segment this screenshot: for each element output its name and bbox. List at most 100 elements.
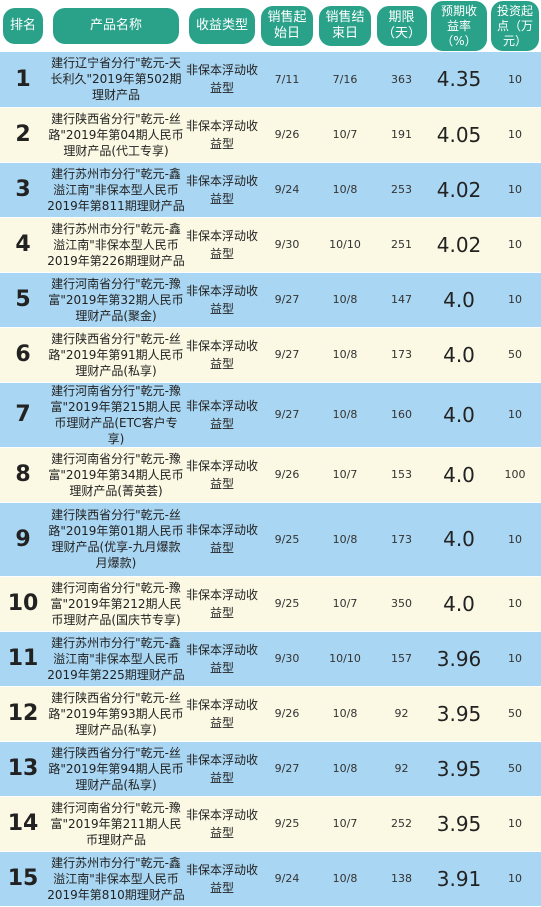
table-row: 3 建行苏州市分行"乾元-鑫溢江南"非保本型人民币2019年第811期理财产品 非保… [0,162,541,218]
cell-sale-start: 9/26 [258,686,316,742]
cell-expected-yield: 4.05 [429,107,489,163]
header-expected-yield: 预期收 益率 （%） [431,1,487,51]
header-product-name: 产品名称 [53,8,179,44]
cell-product-name: 建行苏州市分行"乾元-鑫溢江南"非保本型人民币2019年第810期理财产品 [46,851,186,907]
cell-yield-type: 非保本浮动收益型 [186,382,258,448]
cell-min-investment: 10 [489,107,541,163]
cell-rank: 14 [0,796,46,852]
cell-term: 153 [374,447,429,503]
cell-expected-yield: 4.0 [429,576,489,632]
table-body: 1 建行辽宁省分行"乾元-天长利久"2019年第502期理财产品 非保本浮动收益型 7… [0,52,541,907]
cell-min-investment: 10 [489,796,541,852]
cell-yield-type: 非保本浮动收益型 [186,576,258,632]
cell-sale-end: 10/7 [316,796,374,852]
cell-sale-end: 10/7 [316,576,374,632]
table-row: 12 建行陕西省分行"乾元-丝路"2019年第93期人民币理财产品(私享) 非保本浮… [0,686,541,742]
header-term: 期限 （天） [376,6,427,46]
cell-sale-end: 10/8 [316,162,374,218]
cell-sale-end: 10/10 [316,217,374,273]
header-yield-type: 收益类型 [189,8,255,44]
cell-min-investment: 10 [489,272,541,328]
cell-rank: 9 [0,502,46,577]
cell-expected-yield: 4.02 [429,217,489,273]
cell-sale-start: 9/24 [258,851,316,907]
cell-term: 350 [374,576,429,632]
cell-product-name: 建行苏州市分行"乾元-鑫溢江南"非保本型人民币2019年第225期理财产品 [46,631,186,687]
cell-term: 92 [374,741,429,797]
cell-min-investment: 100 [489,447,541,503]
cell-product-name: 建行陕西省分行"乾元-丝路"2019年第94期人民币理财产品(私享) [46,741,186,797]
header-sale-end: 销售结 束日 [319,6,371,46]
cell-rank: 6 [0,327,46,383]
cell-yield-type: 非保本浮动收益型 [186,107,258,163]
table-row: 9 建行陕西省分行"乾元-丝路"2019年第01期人民币理财产品(优享-九月爆款月… [0,502,541,577]
cell-rank: 15 [0,851,46,907]
cell-sale-start: 7/11 [258,52,316,108]
cell-sale-end: 10/8 [316,272,374,328]
cell-min-investment: 10 [489,217,541,273]
cell-rank: 5 [0,272,46,328]
table-row: 14 建行河南省分行"乾元-豫富"2019年第211期人民币理财产品 非保本浮动收益… [0,796,541,852]
cell-sale-start: 9/27 [258,272,316,328]
cell-rank: 13 [0,741,46,797]
cell-min-investment: 10 [489,162,541,218]
table-row: 13 建行陕西省分行"乾元-丝路"2019年第94期人民币理财产品(私享) 非保本浮… [0,741,541,797]
cell-rank: 11 [0,631,46,687]
cell-sale-start: 9/26 [258,107,316,163]
cell-expected-yield: 4.0 [429,447,489,503]
cell-min-investment: 50 [489,327,541,383]
cell-yield-type: 非保本浮动收益型 [186,272,258,328]
cell-rank: 4 [0,217,46,273]
cell-product-name: 建行河南省分行"乾元-豫富"2019年第211期人民币理财产品 [46,796,186,852]
header-rank: 排名 [3,8,43,44]
cell-sale-end: 10/8 [316,741,374,797]
cell-product-name: 建行辽宁省分行"乾元-天长利久"2019年第502期理财产品 [46,52,186,108]
cell-min-investment: 50 [489,686,541,742]
cell-sale-end: 10/8 [316,382,374,448]
cell-rank: 10 [0,576,46,632]
cell-term: 363 [374,52,429,108]
cell-product-name: 建行河南省分行"乾元-豫富"2019年第215期人民币理财产品(ETC客户专享) [46,382,186,448]
cell-yield-type: 非保本浮动收益型 [186,796,258,852]
cell-expected-yield: 3.95 [429,741,489,797]
cell-term: 251 [374,217,429,273]
cell-yield-type: 非保本浮动收益型 [186,741,258,797]
cell-expected-yield: 4.0 [429,272,489,328]
table-row: 6 建行陕西省分行"乾元-丝路"2019年第91期人民币理财产品(私享) 非保本浮动… [0,327,541,383]
cell-expected-yield: 4.0 [429,327,489,383]
cell-term: 173 [374,502,429,577]
cell-sale-end: 10/7 [316,447,374,503]
cell-min-investment: 10 [489,631,541,687]
cell-sale-start: 9/30 [258,631,316,687]
cell-rank: 2 [0,107,46,163]
cell-expected-yield: 4.35 [429,52,489,108]
cell-product-name: 建行河南省分行"乾元-豫富"2019年第212期人民币理财产品(国庆节专享) [46,576,186,632]
cell-yield-type: 非保本浮动收益型 [186,851,258,907]
cell-min-investment: 10 [489,52,541,108]
cell-expected-yield: 3.95 [429,796,489,852]
header-min-investment: 投资起 点（万 元） [491,1,539,51]
cell-term: 147 [374,272,429,328]
table-row: 8 建行河南省分行"乾元-豫富"2019年第34期人民币理财产品(菁英荟) 非保本浮… [0,447,541,503]
cell-sale-start: 9/25 [258,502,316,577]
cell-product-name: 建行河南省分行"乾元-豫富"2019年第32期人民币理财产品(聚金) [46,272,186,328]
table-row: 5 建行河南省分行"乾元-豫富"2019年第32期人民币理财产品(聚金) 非保本浮动… [0,272,541,328]
cell-sale-start: 9/25 [258,796,316,852]
cell-expected-yield: 4.02 [429,162,489,218]
cell-product-name: 建行陕西省分行"乾元-丝路"2019年第01期人民币理财产品(优享-九月爆款月爆… [46,502,186,577]
table-row: 11 建行苏州市分行"乾元-鑫溢江南"非保本型人民币2019年第225期理财产品非… [0,631,541,687]
cell-rank: 8 [0,447,46,503]
cell-min-investment: 10 [489,851,541,907]
cell-yield-type: 非保本浮动收益型 [186,52,258,108]
cell-sale-end: 10/8 [316,686,374,742]
cell-product-name: 建行苏州市分行"乾元-鑫溢江南"非保本型人民币2019年第811期理财产品 [46,162,186,218]
cell-sale-end: 10/8 [316,327,374,383]
cell-product-name: 建行陕西省分行"乾元-丝路"2019年第91期人民币理财产品(私享) [46,327,186,383]
cell-term: 160 [374,382,429,448]
cell-expected-yield: 3.91 [429,851,489,907]
cell-sale-start: 9/25 [258,576,316,632]
cell-term: 173 [374,327,429,383]
cell-rank: 12 [0,686,46,742]
cell-yield-type: 非保本浮动收益型 [186,686,258,742]
table-row: 7 建行河南省分行"乾元-豫富"2019年第215期人民币理财产品(ETC客户专享… [0,382,541,448]
